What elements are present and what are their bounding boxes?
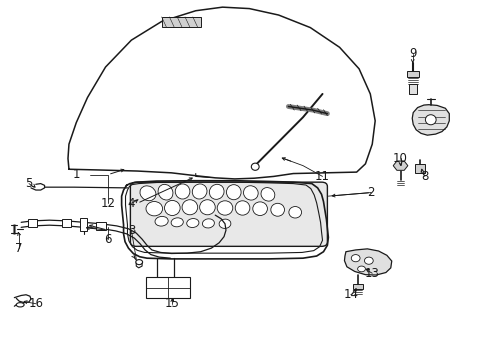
Ellipse shape <box>288 207 301 218</box>
Text: 14: 14 <box>343 288 358 301</box>
Bar <box>146 277 189 298</box>
Ellipse shape <box>164 201 180 216</box>
Polygon shape <box>392 161 407 170</box>
Ellipse shape <box>350 255 359 262</box>
Bar <box>408 84 416 94</box>
Ellipse shape <box>158 184 173 200</box>
Ellipse shape <box>364 257 372 264</box>
Ellipse shape <box>209 184 224 199</box>
Polygon shape <box>411 105 448 135</box>
Ellipse shape <box>186 219 199 228</box>
Text: 10: 10 <box>392 152 407 165</box>
Text: 3: 3 <box>127 224 135 237</box>
Text: 1: 1 <box>72 168 80 181</box>
Ellipse shape <box>202 219 214 228</box>
Ellipse shape <box>219 219 230 228</box>
Text: 7: 7 <box>16 242 23 255</box>
Text: 5: 5 <box>25 177 33 190</box>
Ellipse shape <box>243 186 258 200</box>
Ellipse shape <box>136 260 142 265</box>
Text: 6: 6 <box>104 233 111 246</box>
Ellipse shape <box>140 186 156 201</box>
Bar <box>27 219 37 227</box>
Bar <box>96 222 105 230</box>
Ellipse shape <box>235 201 249 215</box>
Text: 12: 12 <box>100 197 115 210</box>
Ellipse shape <box>16 303 24 307</box>
Ellipse shape <box>199 200 215 215</box>
Bar <box>80 219 87 231</box>
Ellipse shape <box>226 185 241 200</box>
Ellipse shape <box>171 218 183 227</box>
Ellipse shape <box>251 163 259 170</box>
Bar <box>406 71 418 77</box>
Polygon shape <box>161 17 200 27</box>
Text: 16: 16 <box>28 297 43 310</box>
Text: 9: 9 <box>408 47 416 60</box>
Ellipse shape <box>270 203 284 216</box>
Text: 2: 2 <box>367 186 374 199</box>
Ellipse shape <box>425 115 435 125</box>
Bar <box>61 219 71 227</box>
Text: 4: 4 <box>127 197 135 210</box>
Ellipse shape <box>192 184 206 199</box>
Ellipse shape <box>182 200 197 215</box>
Text: 13: 13 <box>364 267 379 280</box>
Ellipse shape <box>146 202 162 216</box>
Bar <box>352 284 362 289</box>
Polygon shape <box>344 249 391 275</box>
Bar <box>414 164 424 173</box>
Text: 15: 15 <box>164 297 180 310</box>
Ellipse shape <box>217 201 232 215</box>
FancyBboxPatch shape <box>130 182 327 246</box>
Ellipse shape <box>175 184 189 199</box>
Text: 8: 8 <box>420 170 427 183</box>
Ellipse shape <box>261 188 274 201</box>
Text: 11: 11 <box>314 170 329 183</box>
Ellipse shape <box>252 202 267 216</box>
Ellipse shape <box>155 216 168 226</box>
Ellipse shape <box>357 266 365 272</box>
